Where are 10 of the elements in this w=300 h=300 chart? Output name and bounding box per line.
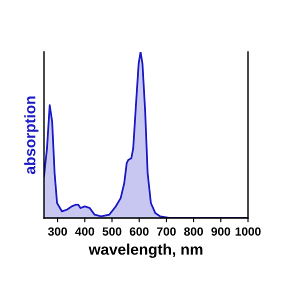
- x-tick-label: 400: [75, 227, 94, 236]
- x-tick-label: 500: [102, 227, 122, 236]
- y-axis-title: absorption: [24, 96, 38, 174]
- x-tick-label: 900: [211, 227, 230, 236]
- x-tick-label: 300: [48, 227, 67, 236]
- x-tick-label: 800: [184, 227, 203, 236]
- x-tick-label: 600: [130, 227, 149, 236]
- x-tick-label: 700: [157, 227, 176, 236]
- x-tick-label: 1000: [236, 227, 261, 236]
- x-axis-title: wavelength, nm: [88, 244, 202, 258]
